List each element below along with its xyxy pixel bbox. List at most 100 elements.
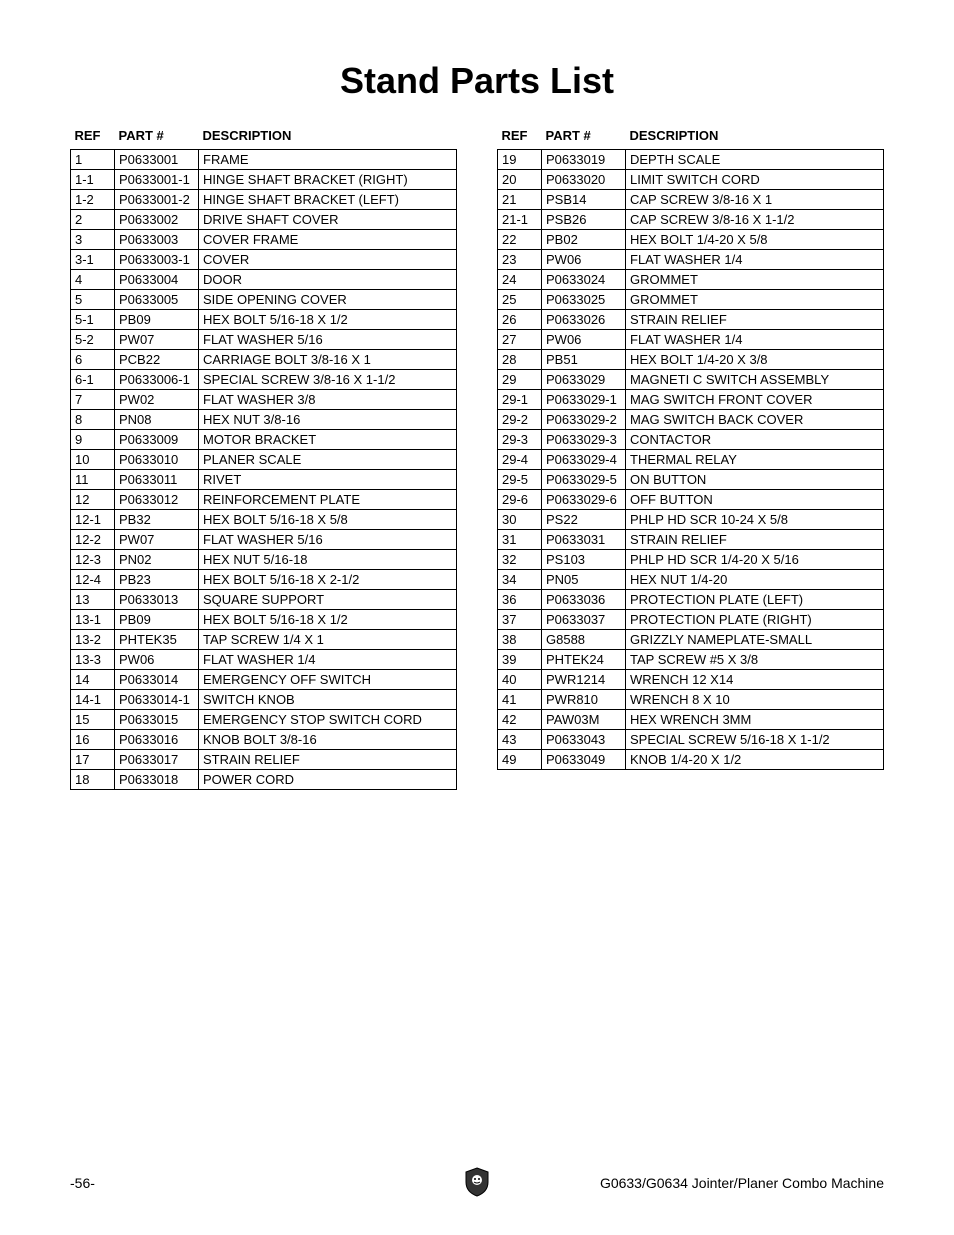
cell-desc: THERMAL RELAY (626, 450, 884, 470)
cell-desc: KNOB 1/4-20 X 1/2 (626, 750, 884, 770)
cell-desc: MOTOR BRACKET (199, 430, 457, 450)
cell-desc: PROTECTION PLATE (RIGHT) (626, 610, 884, 630)
cell-ref: 31 (498, 530, 542, 550)
cell-ref: 29-3 (498, 430, 542, 450)
cell-desc: REINFORCEMENT PLATE (199, 490, 457, 510)
cell-ref: 29-1 (498, 390, 542, 410)
cell-desc: STRAIN RELIEF (199, 750, 457, 770)
cell-part: P0633006-1 (115, 370, 199, 390)
header-desc: DESCRIPTION (626, 126, 884, 150)
cell-part: P0633003 (115, 230, 199, 250)
cell-part: PW06 (542, 250, 626, 270)
cell-desc: SQUARE SUPPORT (199, 590, 457, 610)
cell-desc: HEX BOLT 5/16-18 X 1/2 (199, 310, 457, 330)
cell-desc: MAG SWITCH BACK COVER (626, 410, 884, 430)
cell-ref: 15 (71, 710, 115, 730)
cell-ref: 29-5 (498, 470, 542, 490)
cell-part: P0633009 (115, 430, 199, 450)
cell-part: P0633029-5 (542, 470, 626, 490)
cell-desc: HINGE SHAFT BRACKET (LEFT) (199, 190, 457, 210)
table-header-row: REF PART # DESCRIPTION (498, 126, 884, 150)
cell-part: P0633043 (542, 730, 626, 750)
cell-ref: 36 (498, 590, 542, 610)
cell-part: PW07 (115, 330, 199, 350)
tables-wrapper: REF PART # DESCRIPTION 1P0633001FRAME1-1… (70, 126, 884, 790)
page-content: Stand Parts List REF PART # DESCRIPTION … (0, 0, 954, 790)
cell-part: P0633014 (115, 670, 199, 690)
cell-ref: 12-3 (71, 550, 115, 570)
cell-part: P0633024 (542, 270, 626, 290)
cell-part: P0633012 (115, 490, 199, 510)
table-row: 24P0633024GROMMET (498, 270, 884, 290)
cell-desc: HEX NUT 5/16-18 (199, 550, 457, 570)
table-row: 38G8588GRIZZLY NAMEPLATE-SMALL (498, 630, 884, 650)
cell-part: P0633010 (115, 450, 199, 470)
cell-ref: 9 (71, 430, 115, 450)
cell-desc: PLANER SCALE (199, 450, 457, 470)
cell-ref: 5-2 (71, 330, 115, 350)
cell-part: P0633011 (115, 470, 199, 490)
table-row: 4P0633004DOOR (71, 270, 457, 290)
cell-desc: GROMMET (626, 270, 884, 290)
cell-ref: 22 (498, 230, 542, 250)
cell-part: PW06 (542, 330, 626, 350)
table-row: 18P0633018POWER CORD (71, 770, 457, 790)
cell-ref: 25 (498, 290, 542, 310)
cell-ref: 40 (498, 670, 542, 690)
cell-ref: 17 (71, 750, 115, 770)
cell-desc: CONTACTOR (626, 430, 884, 450)
table-row: 13-2PHTEK35TAP SCREW 1/4 X 1 (71, 630, 457, 650)
table-row: 27PW06FLAT WASHER 1/4 (498, 330, 884, 350)
table-row: 17P0633017STRAIN RELIEF (71, 750, 457, 770)
table-row: 15P0633015EMERGENCY STOP SWITCH CORD (71, 710, 457, 730)
right-column: REF PART # DESCRIPTION 19P0633019DEPTH S… (497, 126, 884, 790)
cell-part: PB09 (115, 610, 199, 630)
table-row: 22PB02HEX BOLT 1/4-20 X 5/8 (498, 230, 884, 250)
table-row: 29-3P0633029-3CONTACTOR (498, 430, 884, 450)
cell-desc: FLAT WASHER 1/4 (626, 250, 884, 270)
table-row: 14P0633014EMERGENCY OFF SWITCH (71, 670, 457, 690)
cell-desc: HEX NUT 3/8-16 (199, 410, 457, 430)
cell-ref: 28 (498, 350, 542, 370)
table-row: 42PAW03MHEX WRENCH 3MM (498, 710, 884, 730)
table-row: 13P0633013SQUARE SUPPORT (71, 590, 457, 610)
header-desc: DESCRIPTION (199, 126, 457, 150)
cell-desc: SPECIAL SCREW 5/16-18 X 1-1/2 (626, 730, 884, 750)
cell-ref: 12 (71, 490, 115, 510)
cell-part: PN05 (542, 570, 626, 590)
cell-ref: 8 (71, 410, 115, 430)
cell-desc: LIMIT SWITCH CORD (626, 170, 884, 190)
header-ref: REF (498, 126, 542, 150)
parts-table-left: REF PART # DESCRIPTION 1P0633001FRAME1-1… (70, 126, 457, 790)
cell-desc: DOOR (199, 270, 457, 290)
cell-ref: 18 (71, 770, 115, 790)
table-row: 37P0633037PROTECTION PLATE (RIGHT) (498, 610, 884, 630)
cell-ref: 19 (498, 150, 542, 170)
cell-desc: HEX BOLT 5/16-18 X 2-1/2 (199, 570, 457, 590)
cell-part: P0633015 (115, 710, 199, 730)
cell-ref: 13-1 (71, 610, 115, 630)
cell-part: P0633016 (115, 730, 199, 750)
cell-ref: 6 (71, 350, 115, 370)
left-column: REF PART # DESCRIPTION 1P0633001FRAME1-1… (70, 126, 457, 790)
table-row: 5P0633005SIDE OPENING COVER (71, 290, 457, 310)
cell-part: PW06 (115, 650, 199, 670)
cell-desc: COVER (199, 250, 457, 270)
cell-desc: SWITCH KNOB (199, 690, 457, 710)
cell-desc: FLAT WASHER 5/16 (199, 330, 457, 350)
footer-logo (463, 1166, 491, 1201)
cell-part: PB23 (115, 570, 199, 590)
cell-part: P0633002 (115, 210, 199, 230)
cell-ref: 13 (71, 590, 115, 610)
cell-ref: 13-3 (71, 650, 115, 670)
table-row: 21-1PSB26CAP SCREW 3/8-16 X 1-1/2 (498, 210, 884, 230)
cell-ref: 23 (498, 250, 542, 270)
cell-ref: 21-1 (498, 210, 542, 230)
cell-desc: WRENCH 12 X14 (626, 670, 884, 690)
table-row: 13-3PW06FLAT WASHER 1/4 (71, 650, 457, 670)
cell-part: P0633019 (542, 150, 626, 170)
cell-desc: OFF BUTTON (626, 490, 884, 510)
cell-ref: 27 (498, 330, 542, 350)
cell-part: PB02 (542, 230, 626, 250)
cell-ref: 21 (498, 190, 542, 210)
